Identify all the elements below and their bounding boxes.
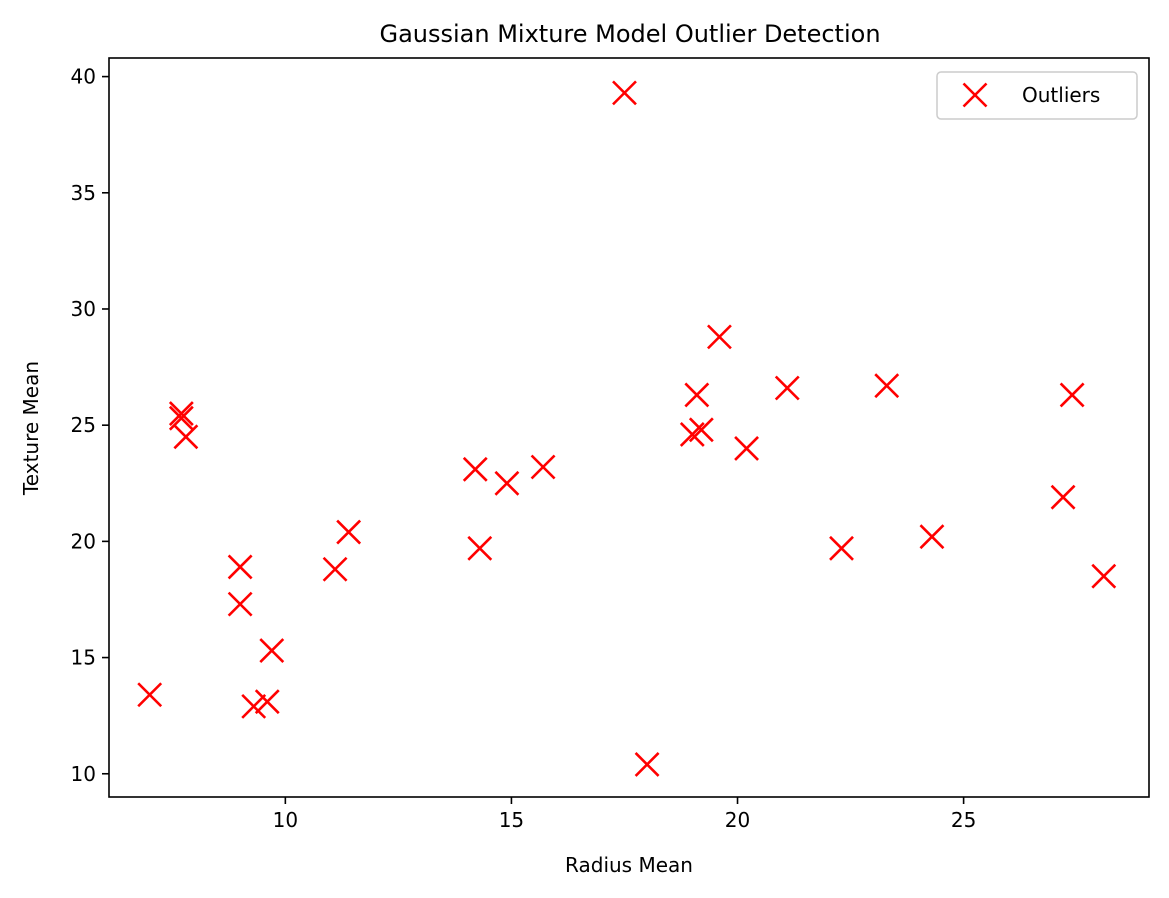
data-point-x-icon: [634, 752, 660, 777]
data-point-x-icon: [336, 519, 362, 545]
data-point-x-icon: [467, 535, 493, 561]
data-point-x-icon: [173, 424, 199, 450]
legend-marker-x-icon: [962, 82, 988, 108]
legend-x-mark: [962, 82, 988, 108]
y-tick-label: 35: [71, 181, 96, 205]
data-point-x-icon: [227, 591, 253, 617]
data-point-x-icon: [734, 435, 759, 461]
legend-box: [936, 71, 1138, 120]
chart-title: Gaussian Mixture Model Outlier Detection: [379, 20, 880, 48]
legend: Outliers: [936, 71, 1138, 120]
x-tick-label: 20: [725, 808, 750, 832]
data-point-x-icon: [322, 556, 348, 582]
data-point-x-icon: [137, 682, 163, 708]
y-tick-label: 10: [71, 762, 96, 786]
legend-label: Outliers: [1022, 83, 1100, 107]
data-point-x-icon: [168, 401, 194, 426]
data-point-x-icon: [494, 470, 520, 496]
data-point-x-icon: [684, 382, 710, 408]
data-point-x-icon: [612, 80, 637, 106]
y-tick-label: 40: [71, 65, 96, 89]
data-point-x-icon: [1059, 382, 1085, 408]
axis-ticks: 10 15 20 25 10 15 20 25 30 35 40: [71, 65, 977, 832]
x-tick-label: 15: [499, 808, 524, 832]
y-tick-label: 20: [71, 529, 96, 553]
data-point-x-icon: [259, 638, 285, 664]
data-point-x-icon: [1091, 563, 1117, 589]
data-point-x-icon: [874, 373, 900, 399]
y-axis-label: Texture Mean: [19, 361, 43, 496]
y-tick-label: 25: [71, 413, 96, 437]
scatter-points: [137, 80, 1117, 777]
data-point-x-icon: [919, 524, 945, 550]
data-point-x-icon: [227, 554, 253, 580]
plot-area: [108, 57, 1150, 798]
data-point-x-icon: [241, 693, 267, 719]
data-point-x-icon: [1050, 484, 1076, 510]
data-point-x-icon: [707, 324, 732, 350]
y-tick-label: 30: [71, 297, 96, 321]
data-point-x-icon: [168, 405, 194, 431]
data-point-x-icon: [829, 535, 854, 561]
data-point-x-icon: [530, 454, 556, 480]
x-axis-label: Radius Mean: [565, 853, 693, 877]
x-tick-label: 10: [273, 808, 298, 832]
data-point-x-icon: [688, 417, 714, 443]
x-tick-label: 25: [951, 808, 976, 832]
y-tick-label: 15: [71, 646, 96, 670]
data-point-x-icon: [774, 375, 800, 401]
data-point-x-icon: [254, 689, 280, 715]
data-point-x-icon: [462, 456, 488, 482]
